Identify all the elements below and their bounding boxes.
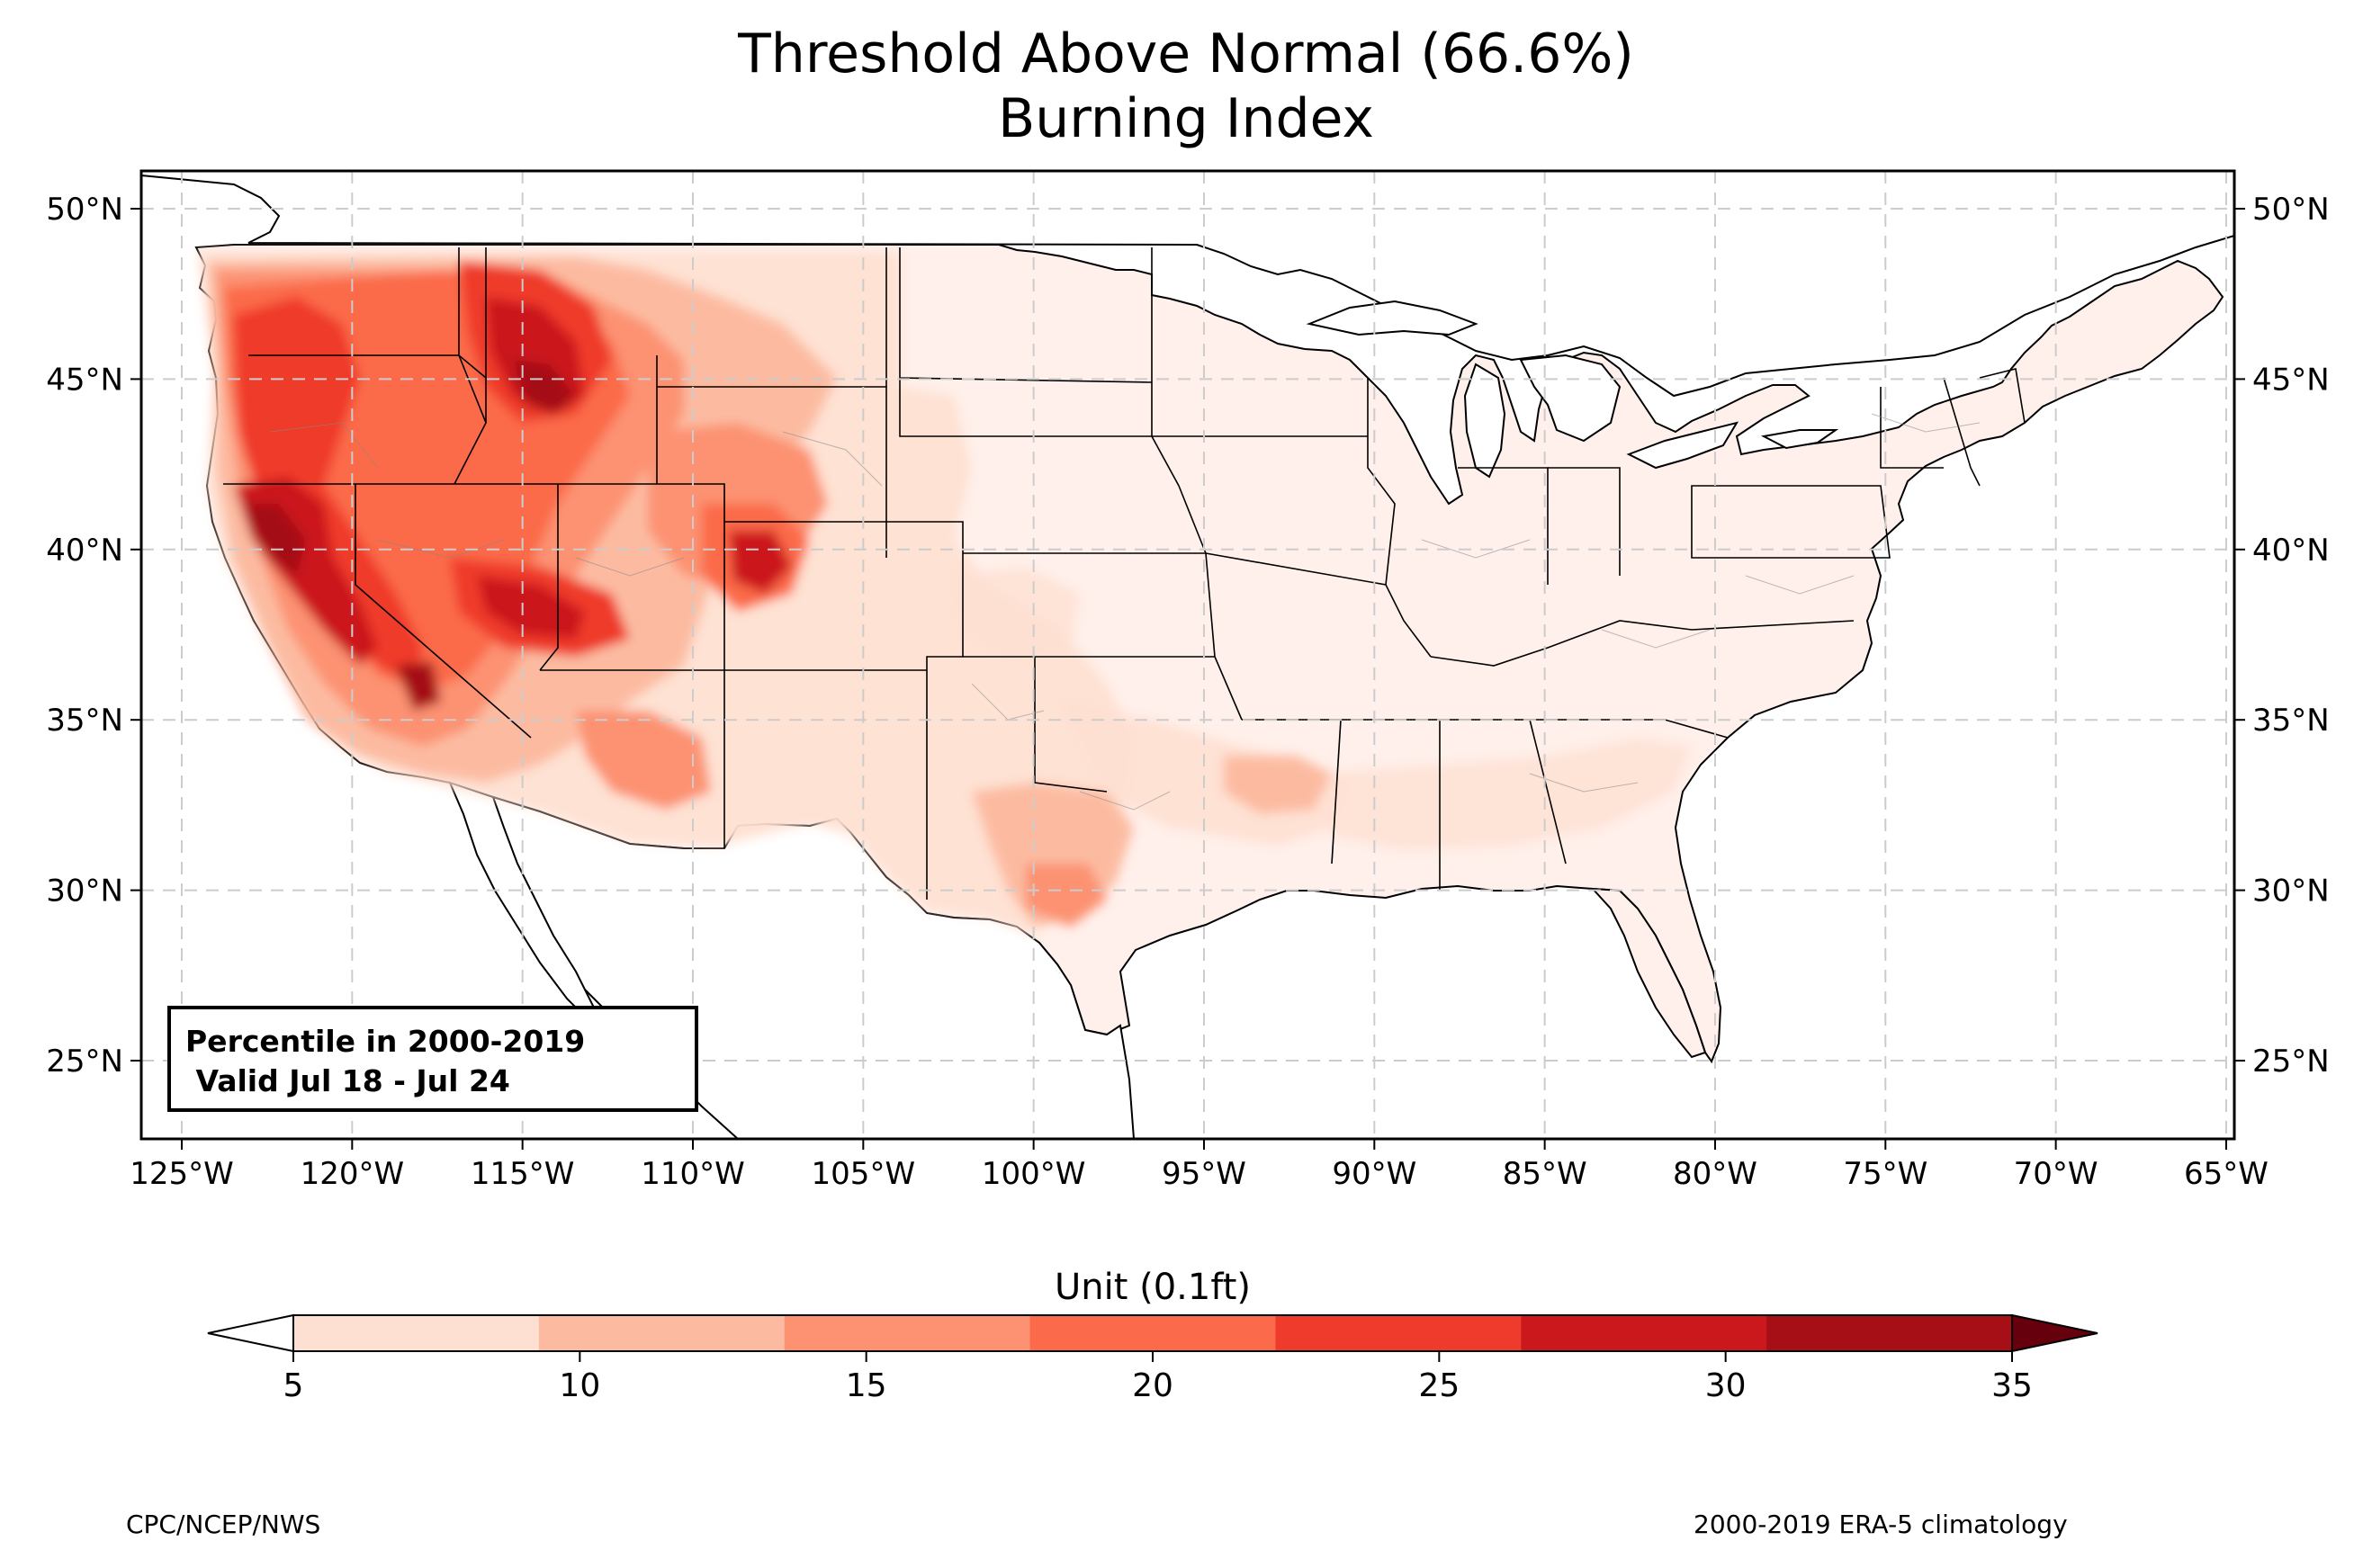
- lon-tick-label: 70°W: [2014, 1156, 2098, 1192]
- lat-tick-label: 50°N: [46, 192, 123, 228]
- colorbar: [207, 1313, 2098, 1353]
- credit-right: 2000-2019 ERA-5 climatology: [1694, 1510, 2068, 1539]
- field-level-25-30: [234, 297, 423, 684]
- latitude-labels-right: 50°N 45°N 40°N 35°N 30°N 25°N: [2234, 192, 2330, 1080]
- lon-tick-label: 105°W: [812, 1156, 916, 1192]
- latitude-labels-left: 50°N 45°N 40°N 35°N 30°N 25°N: [46, 192, 141, 1080]
- colorbar-segment: [1029, 1315, 1276, 1351]
- canada-land: [141, 171, 2234, 398]
- lat-tick-label: 25°N: [46, 1044, 123, 1080]
- colorbar-segment: [538, 1315, 786, 1351]
- lat-tick-label: 50°N: [2252, 192, 2330, 228]
- colorbar-tick-label: 5: [283, 1367, 304, 1404]
- map-layers: [141, 171, 2234, 1139]
- colorbar-segment: [784, 1315, 1031, 1351]
- credit-left: CPC/NCEP/NWS: [126, 1510, 321, 1539]
- lat-tick-label: 35°N: [46, 703, 123, 739]
- lon-tick-label: 110°W: [641, 1156, 745, 1192]
- lat-tick-label: 30°N: [46, 874, 123, 909]
- lat-tick-label: 40°N: [2252, 533, 2330, 569]
- field-level-30-35-co: [729, 531, 792, 594]
- colorbar-segment: [1275, 1315, 1522, 1351]
- lon-tick-label: 100°W: [982, 1156, 1086, 1192]
- map-title: Threshold Above Normal (66.6%) Burning I…: [0, 22, 2372, 151]
- field-level-5-10-southeast: [1314, 738, 1692, 850]
- lon-tick-label: 125°W: [130, 1156, 234, 1192]
- colorbar-tick-label: 30: [1705, 1367, 1747, 1404]
- lat-tick-label: 45°N: [2252, 362, 2330, 398]
- field-level-over-35-id: [513, 360, 576, 414]
- gridlines: [141, 171, 2234, 1139]
- info-box: Percentile in 2000-2019 Valid Jul 18 - J…: [167, 1006, 698, 1112]
- florida: [1590, 887, 1707, 1059]
- title-line-1: Threshold Above Normal (66.6%): [738, 22, 1634, 85]
- colorbar-segment: [293, 1315, 540, 1351]
- lon-tick-label: 75°W: [1843, 1156, 1927, 1192]
- lat-tick-label: 40°N: [46, 533, 123, 569]
- field-level-15-20-tx: [1026, 864, 1107, 927]
- lon-tick-label: 80°W: [1673, 1156, 1757, 1192]
- lat-tick-label: 45°N: [46, 362, 123, 398]
- field-level-over-35-ca-south: [396, 661, 441, 711]
- lon-tick-label: 85°W: [1503, 1156, 1587, 1192]
- colorbar-tick-label: 25: [1418, 1367, 1460, 1404]
- colorbar-ticks: 5 10 15 20 25 30 35: [283, 1351, 2033, 1404]
- lon-tick-label: 90°W: [1332, 1156, 1416, 1192]
- field-level-over-35-ca: [243, 504, 306, 576]
- field-level-15-20-az: [576, 711, 711, 810]
- field-level-5-10-ozark: [954, 567, 1080, 657]
- colorbar-tick-label: 35: [1991, 1367, 2033, 1404]
- county-lines: [269, 413, 1981, 811]
- lon-tick-label: 120°W: [301, 1156, 405, 1192]
- colorbar-segment: [1766, 1315, 2013, 1351]
- lon-tick-label: 115°W: [471, 1156, 575, 1192]
- colorbar-tick-label: 20: [1132, 1367, 1173, 1404]
- lon-tick-label: 95°W: [1162, 1156, 1246, 1192]
- colorbar-tick-label: 10: [559, 1367, 600, 1404]
- colorbar-under-extension: [207, 1313, 294, 1353]
- colorbar-label: Unit (0.1ft): [1054, 1267, 1252, 1308]
- info-line-2: Valid Jul 18 - Jul 24: [185, 1063, 510, 1098]
- colorbar-over-extension: [2011, 1313, 2098, 1353]
- lat-tick-label: 25°N: [2252, 1044, 2330, 1080]
- colorbar-segment: [1521, 1315, 1767, 1351]
- title-line-2: Burning Index: [998, 87, 1374, 150]
- info-line-1: Percentile in 2000-2019: [185, 1024, 586, 1059]
- lat-tick-label: 35°N: [2252, 703, 2330, 739]
- field-level-10-15-ar: [1224, 756, 1332, 814]
- lat-tick-label: 30°N: [2252, 874, 2330, 909]
- map-frame: [139, 169, 2236, 1141]
- lon-tick-label: 65°W: [2184, 1156, 2269, 1192]
- colorbar-tick-label: 15: [846, 1367, 887, 1404]
- longitude-labels: 125°W 120°W 115°W 110°W 105°W 100°W 95°W 90°W 85…: [130, 1139, 2269, 1192]
